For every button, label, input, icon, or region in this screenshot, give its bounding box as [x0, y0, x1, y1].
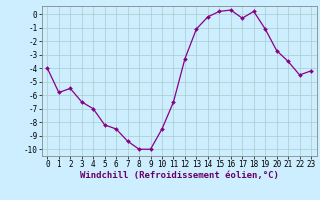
X-axis label: Windchill (Refroidissement éolien,°C): Windchill (Refroidissement éolien,°C)	[80, 171, 279, 180]
